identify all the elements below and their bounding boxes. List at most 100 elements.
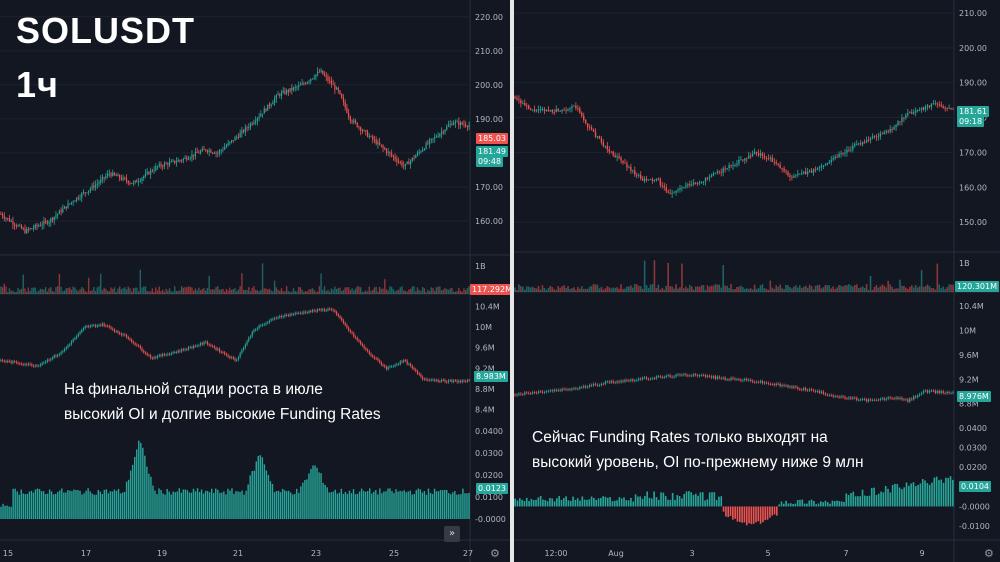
volume-bar [753, 284, 756, 292]
candle-body [294, 86, 296, 88]
oi-candle [708, 375, 711, 377]
funding-bar [898, 487, 901, 507]
candle-body [251, 123, 253, 125]
candle-body [406, 162, 408, 164]
candle-body [22, 228, 24, 230]
oi-candle [777, 383, 779, 385]
funding-bar [914, 486, 917, 507]
funding-bar [156, 494, 158, 519]
funding-bar [219, 492, 221, 519]
volume-bar [182, 287, 185, 294]
oi-candle [844, 396, 846, 399]
funding-bar [588, 499, 591, 507]
volume-bar [635, 284, 638, 292]
volume-bar [399, 287, 401, 294]
volume-bar [439, 286, 441, 294]
oi-candle [205, 341, 207, 343]
volume-bar [791, 288, 793, 292]
candle-body [946, 108, 948, 109]
funding-bar [516, 500, 519, 507]
volume-bar [3, 283, 5, 294]
candle-body [349, 116, 351, 121]
oi-candle [746, 379, 748, 381]
volume-bar [94, 290, 97, 294]
oi-candle [451, 380, 453, 382]
volume-bar [912, 287, 915, 292]
funding-bar [732, 506, 734, 520]
oi-candle [315, 310, 317, 312]
volume-bar [830, 288, 833, 292]
oi-candle [57, 355, 59, 357]
volume-bar [826, 285, 829, 292]
funding-bar [861, 489, 864, 507]
volume-bar [162, 289, 164, 294]
candle-body [669, 192, 671, 194]
oi-candle [413, 368, 415, 370]
funding-bar [778, 504, 780, 507]
candle-body [167, 163, 169, 166]
volume-bar [155, 287, 157, 294]
candle-body [720, 171, 722, 173]
volume-bar [380, 288, 383, 294]
volume-bar [87, 277, 90, 294]
funding-bar [208, 492, 211, 519]
oi-candle [224, 352, 226, 355]
candle-body [466, 126, 469, 128]
candle-body [310, 79, 312, 82]
oi-candle [222, 352, 224, 354]
oi-candle [179, 350, 181, 352]
oi-candle [781, 385, 783, 387]
scroll-to-realtime-button[interactable]: » [444, 526, 460, 542]
candle-body [239, 133, 241, 138]
volume-bar [659, 289, 662, 292]
candle-body [724, 168, 726, 170]
volume-bar [850, 285, 852, 292]
volume-bar [667, 262, 669, 292]
volume-bar [694, 286, 697, 292]
oi-candle [100, 324, 102, 326]
volume-bar [614, 287, 616, 292]
oi-candle [559, 389, 561, 391]
funding-bar [653, 491, 655, 507]
oi-candle [435, 380, 438, 381]
settings-gear-icon[interactable]: ⚙ [490, 547, 500, 560]
candle-body [144, 173, 147, 177]
volume-bar [681, 263, 683, 292]
volume-bar [712, 285, 715, 292]
candle-body [716, 171, 718, 173]
oi-candle [651, 378, 654, 380]
funding-bar [641, 498, 644, 507]
oi-candle [375, 358, 377, 360]
funding-bar [729, 506, 732, 517]
oi-candle [58, 354, 60, 356]
x-tick-label: 27 [463, 549, 473, 558]
funding-bar [443, 489, 446, 519]
candle-body [442, 131, 444, 133]
oi-candle [105, 325, 107, 327]
oi-candle [915, 396, 917, 398]
candle-body [323, 74, 326, 76]
oi-candle [736, 379, 738, 381]
oi-candle [852, 397, 854, 399]
funding-bar [259, 455, 262, 519]
candle-body [230, 140, 233, 142]
funding-bar [595, 500, 598, 507]
volume-bar [665, 285, 668, 292]
oi-candle [801, 389, 803, 391]
volume-bar [91, 290, 93, 294]
funding-bar [523, 501, 526, 507]
volume-bar [579, 288, 581, 292]
volume-bar [361, 291, 364, 294]
settings-gear-icon[interactable]: ⚙ [984, 547, 994, 560]
candle-body [339, 90, 341, 94]
candle-body [170, 161, 172, 163]
candle-body [783, 168, 785, 172]
volume-bar [158, 286, 160, 294]
volume-bar [208, 275, 210, 294]
funding-bar [648, 497, 651, 507]
oi-candle [675, 374, 677, 377]
volume-bar [459, 290, 462, 294]
volume-bar [139, 269, 141, 294]
oi-candle [522, 394, 524, 396]
candle-body [306, 82, 308, 84]
